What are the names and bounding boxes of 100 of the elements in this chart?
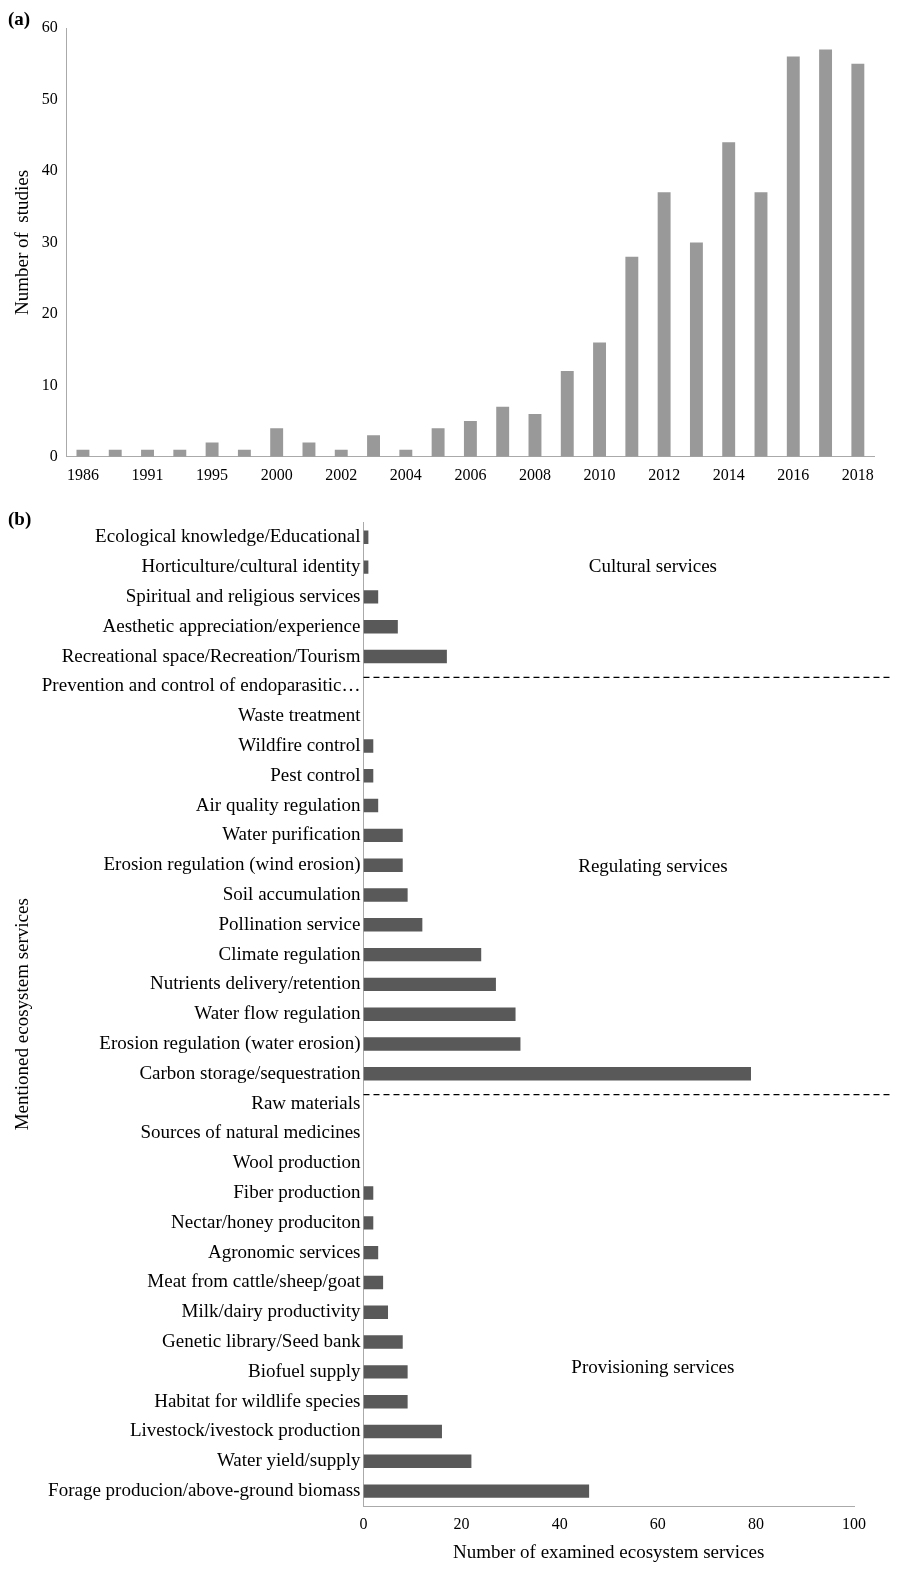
y-tick-label: 0 bbox=[49, 447, 58, 464]
y-tick-label: 40 bbox=[41, 161, 58, 179]
bar bbox=[625, 256, 639, 457]
bar bbox=[496, 406, 510, 457]
bar bbox=[851, 63, 865, 457]
x-tick-label: 1995 bbox=[196, 465, 229, 483]
bar bbox=[363, 1007, 516, 1021]
x-tick-label: 2004 bbox=[389, 465, 422, 483]
bar bbox=[363, 828, 403, 843]
x-tick-label: 2014 bbox=[712, 465, 745, 483]
y-tick-label: Recreational space/Recreation/Tourism bbox=[61, 644, 361, 666]
x-tick-label: 2000 bbox=[260, 465, 293, 483]
bar bbox=[363, 1245, 379, 1260]
y-tick-label: Wool production bbox=[232, 1151, 361, 1173]
y-tick-label: Meat from cattle/sheep/goat bbox=[147, 1270, 362, 1292]
bar bbox=[363, 1394, 408, 1409]
y-tick-label: Waste treatment bbox=[238, 704, 362, 726]
y-tick-label: 50 bbox=[41, 89, 58, 107]
x-tick-label: 40 bbox=[551, 1514, 568, 1532]
bar bbox=[363, 1454, 472, 1468]
y-tick-label: Erosion regulation (wind erosion) bbox=[103, 853, 361, 876]
y-tick-label: Raw materials bbox=[251, 1091, 361, 1113]
y-tick-label: Agronomic services bbox=[208, 1240, 361, 1262]
bar bbox=[754, 192, 768, 457]
y-tick-label: Ecological knowledge/Educational bbox=[95, 525, 361, 547]
bar bbox=[431, 428, 445, 457]
x-tick-label: 2010 bbox=[583, 465, 616, 483]
bar bbox=[560, 371, 574, 457]
bar bbox=[363, 1216, 374, 1230]
bar bbox=[363, 1365, 408, 1379]
y-tick-label: Pest control bbox=[270, 763, 361, 785]
y-tick-label: 60 bbox=[41, 18, 58, 36]
x-tick-label: 80 bbox=[747, 1514, 764, 1532]
bar bbox=[363, 918, 423, 932]
bar bbox=[363, 1335, 403, 1349]
x-tick-label: 2016 bbox=[777, 465, 810, 483]
y-tick-label: Water flow regulation bbox=[194, 1002, 361, 1024]
bar bbox=[363, 590, 379, 604]
bar bbox=[367, 435, 380, 457]
annotation: Cultural services bbox=[588, 554, 717, 576]
bar bbox=[363, 858, 403, 872]
y-tick-label: Aesthetic appreciation/experience bbox=[102, 614, 361, 636]
annotation: Provisioning services bbox=[571, 1356, 735, 1378]
x-tick-label: 2012 bbox=[648, 465, 681, 483]
bar bbox=[722, 142, 736, 457]
bar bbox=[363, 739, 374, 753]
y-axis-title: Number of studies bbox=[11, 169, 33, 315]
x-tick-label: 2008 bbox=[518, 465, 551, 483]
y-tick-label: Habitat for wildlife species bbox=[154, 1389, 361, 1411]
bar bbox=[593, 342, 607, 457]
bar bbox=[363, 798, 379, 813]
y-tick-label: Livestock/ivestock production bbox=[129, 1419, 361, 1441]
x-tick-label: 60 bbox=[649, 1514, 666, 1532]
bar bbox=[463, 421, 477, 457]
bar bbox=[363, 1186, 374, 1200]
y-tick-label: 20 bbox=[41, 304, 58, 322]
bar bbox=[363, 947, 482, 962]
x-tick-label: 100 bbox=[842, 1514, 866, 1532]
y-axis-title: Mentioned ecosystem services bbox=[11, 898, 33, 1131]
bar bbox=[363, 1275, 384, 1290]
y-tick-label: Soil accumulation bbox=[222, 882, 361, 904]
bar bbox=[363, 1067, 751, 1081]
bar bbox=[363, 1037, 521, 1051]
bar bbox=[363, 977, 496, 992]
x-tick-label: 2018 bbox=[841, 465, 874, 483]
y-tick-label: Prevention and control of endoparasitic… bbox=[41, 674, 361, 696]
y-tick-label: Genetic library/Seed bank bbox=[162, 1330, 361, 1352]
y-tick-label: Erosion regulation (water erosion) bbox=[99, 1031, 361, 1054]
y-tick-label: Biofuel supply bbox=[248, 1359, 361, 1381]
y-tick-label: Water yield/supply bbox=[216, 1449, 361, 1471]
bar bbox=[363, 1424, 442, 1439]
bar bbox=[528, 413, 542, 457]
y-tick-label: Climate regulation bbox=[218, 942, 361, 964]
y-tick-label: Forage producion/above-ground biomass bbox=[48, 1479, 361, 1501]
bar bbox=[786, 56, 800, 457]
y-tick-label: Wildfire control bbox=[238, 733, 361, 755]
bar bbox=[363, 649, 447, 664]
x-axis-title: Number of examined ecosystem services bbox=[453, 1540, 765, 1562]
y-tick-label: Water purification bbox=[222, 823, 361, 845]
x-tick-label: 2002 bbox=[325, 465, 358, 483]
bar bbox=[363, 888, 408, 902]
y-tick-label: Spiritual and religious services bbox=[125, 584, 361, 606]
bar bbox=[205, 442, 219, 457]
bar bbox=[819, 49, 833, 457]
bar bbox=[270, 428, 284, 457]
bar bbox=[363, 1305, 389, 1319]
y-tick-label: Fiber production bbox=[233, 1181, 361, 1203]
bar bbox=[689, 242, 703, 457]
x-tick-label: 1986 bbox=[66, 465, 99, 483]
bar bbox=[363, 1484, 590, 1498]
y-tick-label: Milk/dairy productivity bbox=[181, 1300, 361, 1322]
y-tick-label: Carbon storage/sequestration bbox=[139, 1061, 361, 1083]
y-tick-label: Pollination service bbox=[218, 912, 361, 934]
y-tick-label: Sources of natural medicines bbox=[140, 1121, 361, 1143]
y-tick-label: 10 bbox=[41, 375, 58, 393]
text: (b) bbox=[8, 508, 32, 530]
bar bbox=[363, 620, 398, 634]
x-tick-label: 2006 bbox=[454, 465, 487, 483]
y-tick-label: 30 bbox=[41, 232, 58, 250]
text: (a) bbox=[8, 8, 31, 30]
